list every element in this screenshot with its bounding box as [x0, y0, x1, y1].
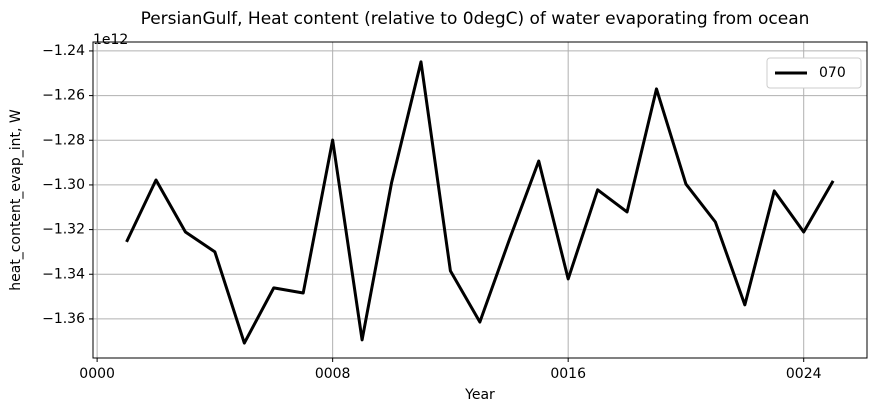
x-tick-label: 0008 [315, 366, 351, 382]
x-axis-label: Year [464, 387, 495, 403]
x-tick-label: 0024 [786, 366, 822, 382]
y-offset-label: 1e12 [93, 32, 128, 48]
y-tick-label: −1.26 [42, 88, 85, 104]
y-tick-label: −1.32 [42, 222, 85, 238]
y-axis-label: heat_content_evap_int, W [8, 109, 24, 291]
x-tick-label: 0016 [550, 366, 586, 382]
chart-title: PersianGulf, Heat content (relative to 0… [141, 9, 810, 29]
legend-label: 070 [819, 65, 846, 81]
y-tick-label: −1.28 [42, 132, 85, 148]
legend-box [766, 57, 862, 89]
y-tick-label: −1.36 [42, 311, 85, 327]
plot-frame [92, 41, 868, 359]
x-tick-label: 0000 [79, 366, 115, 382]
y-tick-label: −1.30 [42, 177, 85, 193]
data-line [125, 60, 835, 345]
y-tick-label: −1.34 [42, 266, 85, 282]
y-tick-label: −1.24 [42, 43, 85, 59]
